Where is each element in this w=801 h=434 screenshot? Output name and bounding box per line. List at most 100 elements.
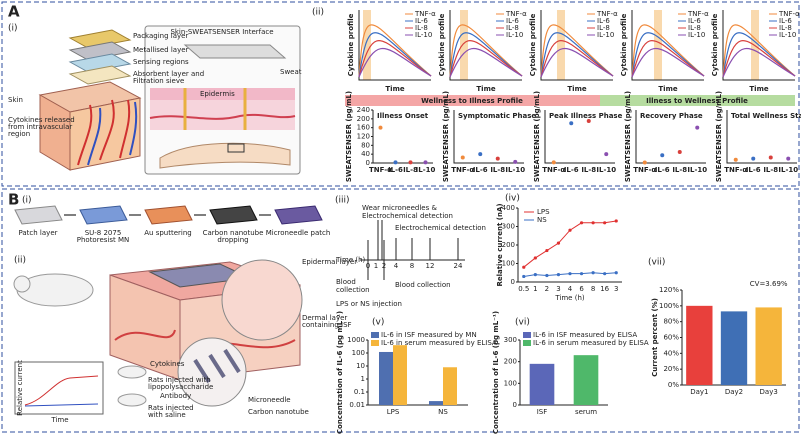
profile-curve bbox=[540, 24, 614, 78]
y-tick-label: 160 bbox=[357, 124, 370, 132]
y-axis-label: SWEATSENSER (pg/mL) bbox=[624, 91, 632, 182]
step-label: SU-8 2075 bbox=[85, 229, 122, 237]
profile-curve bbox=[722, 24, 796, 78]
x-tick-label: 16 bbox=[600, 285, 609, 293]
x-tick-label: NS bbox=[438, 408, 448, 416]
profile-ylabel: Cytokine profile bbox=[347, 13, 355, 76]
legend-label: IL-10 bbox=[597, 31, 614, 39]
legend-label: IL-10 bbox=[779, 31, 796, 39]
timeline-label: collection bbox=[336, 286, 370, 294]
legend-swatch bbox=[523, 340, 531, 346]
axis bbox=[722, 10, 795, 81]
legend-label: IL-10 bbox=[688, 31, 705, 39]
chart-title: Illness Onset bbox=[377, 112, 429, 120]
line-point bbox=[591, 221, 595, 225]
step-label: Photoresist MN bbox=[77, 236, 129, 244]
skin-interface bbox=[144, 25, 301, 175]
bar bbox=[379, 351, 393, 405]
x-tick-label: TNF-α bbox=[369, 166, 392, 174]
line-point bbox=[522, 274, 526, 279]
x-tick-label: Day2 bbox=[725, 388, 743, 396]
legend-label: IL-8 bbox=[688, 24, 701, 32]
legend-label: IL-10 bbox=[415, 31, 432, 39]
profile-xlabel: Time bbox=[385, 85, 404, 93]
sub-label: (iii) bbox=[335, 196, 350, 206]
line-point bbox=[533, 256, 537, 260]
timeline-tick: 0 bbox=[366, 262, 370, 270]
bar bbox=[429, 401, 443, 405]
timeline-label: Blood collection bbox=[395, 281, 451, 289]
y-axis-label: Relative current (nA) bbox=[496, 203, 504, 286]
axis bbox=[453, 110, 524, 164]
x-tick-label: 2 bbox=[545, 285, 549, 293]
line-point bbox=[556, 273, 561, 277]
y-tick-label: 0.01 bbox=[349, 401, 365, 409]
y-tick-label: 80% bbox=[663, 318, 679, 326]
profile-curve bbox=[358, 40, 432, 78]
data-point bbox=[695, 125, 700, 130]
profile-curve bbox=[540, 32, 614, 78]
inset-xlabel: Time bbox=[50, 416, 68, 424]
profile-curve bbox=[540, 40, 614, 78]
data-point bbox=[423, 160, 428, 165]
data-point bbox=[642, 160, 647, 165]
y-tick-label: 1000 bbox=[347, 336, 365, 344]
profile-curve bbox=[449, 48, 523, 78]
x-tick-label: IL-6 bbox=[564, 166, 579, 174]
profile-xlabel: Time bbox=[567, 85, 586, 93]
legend-label: NS bbox=[537, 216, 547, 224]
data-point bbox=[786, 156, 791, 161]
fabrication-steps bbox=[14, 205, 323, 225]
line-point bbox=[603, 272, 607, 276]
legend-label: TNF-α bbox=[687, 10, 709, 18]
legend-label: IL-8 bbox=[415, 24, 428, 32]
data-point bbox=[569, 121, 574, 126]
line-point bbox=[591, 271, 595, 275]
layer-label: Packaging layer bbox=[133, 32, 188, 40]
x-tick-label: IL-10 bbox=[687, 166, 707, 174]
line-point bbox=[568, 228, 572, 232]
x-tick-label: TNF-α bbox=[542, 166, 565, 174]
data-point bbox=[768, 155, 773, 160]
sensor-stack bbox=[38, 29, 142, 171]
y-tick-label: 200 bbox=[502, 241, 515, 249]
legend-swatch bbox=[371, 340, 379, 346]
y-tick-label: 120 bbox=[357, 133, 370, 141]
x-tick-label: serum bbox=[575, 408, 597, 416]
x-tick-label: TNF-α bbox=[451, 166, 474, 174]
timeline-tick: 24 bbox=[454, 262, 463, 270]
x-tick-label: LPS bbox=[387, 408, 400, 416]
layer-label: from intravascular bbox=[8, 123, 72, 131]
schematic-label: Dermal layer bbox=[302, 314, 347, 322]
profile-curve bbox=[631, 32, 705, 78]
data-point bbox=[677, 149, 682, 154]
x-tick-label: IL-8 bbox=[763, 166, 778, 174]
phase-band bbox=[654, 10, 662, 80]
x-tick-label: TNF-α bbox=[724, 166, 747, 174]
y-tick-label: 60% bbox=[663, 334, 679, 342]
y-tick-label: 300 bbox=[504, 336, 517, 344]
x-axis-label: Time (h) bbox=[554, 294, 585, 302]
legend-label: LPS bbox=[537, 208, 550, 216]
banner-label: Illness to Wellness Profile bbox=[646, 97, 748, 105]
legend-swatch bbox=[371, 332, 379, 338]
data-point bbox=[751, 156, 756, 161]
timeline-label: Electrochemical detection bbox=[362, 212, 453, 220]
timeline-tick: 8 bbox=[410, 262, 414, 270]
x-tick-label: IL-10 bbox=[416, 166, 436, 174]
legend-swatch bbox=[523, 332, 531, 338]
y-tick-label: 40 bbox=[361, 150, 370, 158]
data-point bbox=[408, 160, 413, 165]
line-point bbox=[603, 221, 607, 225]
chart-title: Symptomatic Phase bbox=[458, 112, 536, 120]
timeline-label: Blood bbox=[336, 278, 356, 286]
profile-curve bbox=[449, 24, 523, 78]
x-tick-label: 0.5 bbox=[518, 285, 529, 293]
y-tick-label: 100 bbox=[504, 379, 517, 387]
x-tick-label: 1 bbox=[533, 285, 537, 293]
profile-curve bbox=[631, 48, 705, 78]
y-tick-label: 0 bbox=[366, 159, 370, 167]
legend-label: IL-6 bbox=[779, 17, 792, 25]
y-tick-label: 400 bbox=[502, 204, 515, 212]
axis bbox=[449, 10, 522, 81]
